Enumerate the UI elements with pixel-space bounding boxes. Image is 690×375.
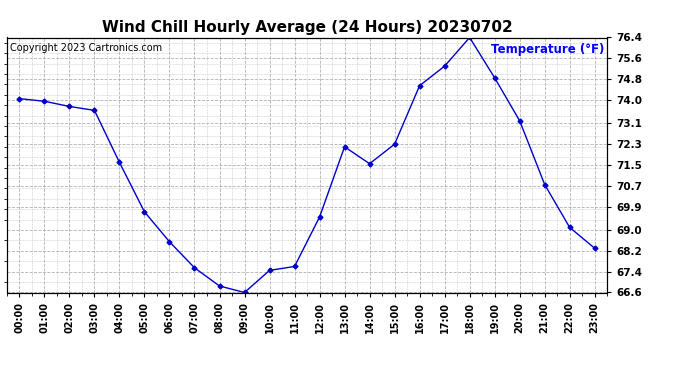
Text: Temperature (°F): Temperature (°F): [491, 43, 604, 56]
Text: Copyright 2023 Cartronics.com: Copyright 2023 Cartronics.com: [10, 43, 162, 52]
Title: Wind Chill Hourly Average (24 Hours) 20230702: Wind Chill Hourly Average (24 Hours) 202…: [101, 20, 513, 35]
